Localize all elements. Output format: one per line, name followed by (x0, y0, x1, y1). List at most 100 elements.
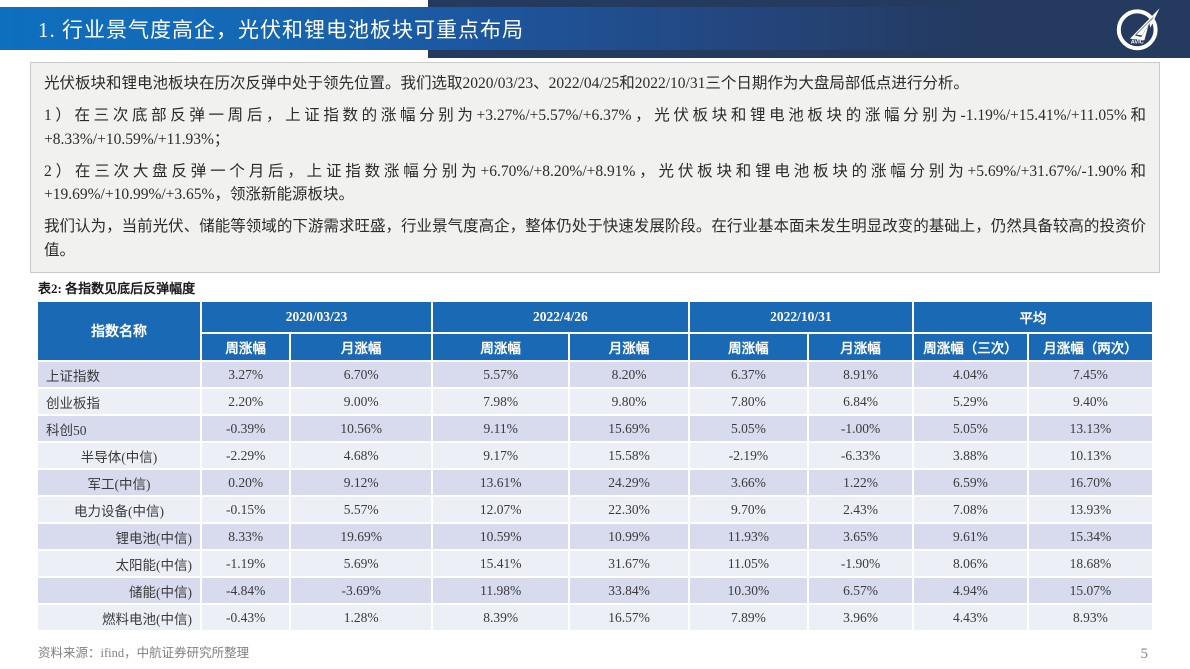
value-cell: 7.08% (912, 495, 1029, 524)
table-subheader: 周涨幅 (687, 332, 810, 362)
value-cell: 10.59% (431, 522, 571, 551)
table-subheader: 月涨幅 (568, 332, 690, 362)
table-group-header-2022-10-31: 2022/10/31 (687, 300, 915, 334)
value-cell: 9.80% (568, 387, 690, 416)
value-cell: 11.98% (431, 576, 571, 605)
value-cell: 3.27% (200, 360, 292, 389)
table-subheader: 月涨幅 (807, 332, 914, 362)
value-cell: 13.61% (431, 468, 571, 497)
value-cell: 8.20% (568, 360, 690, 389)
value-cell: 24.29% (568, 468, 690, 497)
value-cell: 7.98% (431, 387, 571, 416)
page-title: 1. 行业景气度高企，光伏和锂电池板块可重点布局 (38, 17, 524, 42)
value-cell: 5.05% (912, 414, 1029, 443)
index-name-cell: 军工(中信) (35, 468, 203, 497)
summary-paragraph: 光伏板块和锂电池板块在历次反弹中处于领先位置。我们选取2020/03/23、20… (44, 75, 969, 92)
table-row: 电力设备(中信) -0.15% 5.57% 12.07% 22.30% 9.70% 2.43… (35, 495, 1155, 524)
value-cell: 5.29% (912, 387, 1029, 416)
value-cell: 3.65% (807, 522, 914, 551)
value-cell: -2.19% (687, 441, 810, 470)
value-cell: 10.99% (568, 522, 690, 551)
value-cell: 4.04% (912, 360, 1029, 389)
table-group-header-average: 平均 (912, 300, 1154, 334)
value-cell: 4.68% (289, 441, 434, 470)
value-cell: -3.69% (289, 576, 434, 605)
value-cell: 2.43% (807, 495, 914, 524)
value-cell: 6.70% (289, 360, 434, 389)
value-cell: 22.30% (568, 495, 690, 524)
index-name-cell: 科创50 (35, 414, 203, 443)
summary-paragraph: 2）在三次大盘反弹一个月后，上证指数涨幅分别为+6.70%/+8.20%/+8.… (44, 162, 1146, 203)
value-cell: 31.67% (568, 549, 690, 578)
value-cell: 3.66% (687, 468, 810, 497)
value-cell: -0.15% (200, 495, 292, 524)
rebound-table: 指数名称 2020/03/23 2022/4/26 2022/10/31 平均 … (35, 300, 1155, 632)
value-cell: -2.29% (200, 441, 292, 470)
table-row: 半导体(中信) -2.29% 4.68% 9.17% 15.58% -2.19% -6.33… (35, 441, 1155, 470)
table-subheader: 周涨幅 (431, 332, 571, 362)
table-group-header-2022-4-26: 2022/4/26 (431, 300, 690, 334)
value-cell: 9.40% (1026, 387, 1155, 416)
table-caption: 表2: 各指数见底后反弹幅度 (38, 281, 196, 296)
value-cell: 10.56% (289, 414, 434, 443)
table-row: 储能(中信) -4.84% -3.69% 11.98% 33.84% 10.30% 6.57… (35, 576, 1155, 605)
value-cell: 7.80% (687, 387, 810, 416)
value-cell: 8.93% (1026, 603, 1155, 632)
value-cell: 8.91% (807, 360, 914, 389)
index-name-cell: 燃料电池(中信) (35, 603, 203, 632)
value-cell: -0.39% (200, 414, 292, 443)
summary-paragraph: 我们认为，当前光伏、储能等领域的下游需求旺盛，行业景气度高企，整体仍处于快速发展… (44, 218, 1146, 259)
index-name-cell: 创业板指 (35, 387, 203, 416)
table-subheader: 周涨幅（三次） (912, 332, 1029, 362)
value-cell: 11.93% (687, 522, 810, 551)
value-cell: 3.88% (912, 441, 1029, 470)
value-cell: 6.59% (912, 468, 1029, 497)
value-cell: 1.28% (289, 603, 434, 632)
index-name-cell: 电力设备(中信) (35, 495, 203, 524)
value-cell: 15.07% (1026, 576, 1155, 605)
table-row: 燃料电池(中信) -0.43% 1.28% 8.39% 16.57% 7.89% 3.96%… (35, 603, 1155, 632)
value-cell: -6.33% (807, 441, 914, 470)
value-cell: 11.05% (687, 549, 810, 578)
value-cell: 16.70% (1026, 468, 1155, 497)
value-cell: 16.57% (568, 603, 690, 632)
value-cell: 5.05% (687, 414, 810, 443)
value-cell: 19.69% (289, 522, 434, 551)
value-cell: 9.00% (289, 387, 434, 416)
avic-logo-icon: AVIC (1114, 5, 1162, 53)
index-name-cell: 太阳能(中信) (35, 549, 203, 578)
summary-paragraph: 1）在三次底部反弹一周后，上证指数的涨幅分别为+3.27%/+5.57%/+6.… (44, 107, 1146, 148)
value-cell: -4.84% (200, 576, 292, 605)
index-name-cell: 上证指数 (35, 360, 203, 389)
page-number: 5 (1140, 646, 1149, 662)
value-cell: 3.96% (807, 603, 914, 632)
table-row: 锂电池(中信) 8.33% 19.69% 10.59% 10.99% 11.93% 3.65… (35, 522, 1155, 551)
value-cell: -1.00% (807, 414, 914, 443)
value-cell: 6.37% (687, 360, 810, 389)
header-title-band: 1. 行业景气度高企，光伏和锂电池板块可重点布局 (0, 7, 1110, 50)
value-cell: 9.61% (912, 522, 1029, 551)
value-cell: 0.20% (200, 468, 292, 497)
table-row: 上证指数 3.27% 6.70% 5.57% 8.20% 6.37% 8.91% 4.04% 7… (35, 360, 1155, 389)
value-cell: 2.20% (200, 387, 292, 416)
value-cell: 8.06% (912, 549, 1029, 578)
value-cell: 8.33% (200, 522, 292, 551)
summary-panel: 光伏板块和锂电池板块在历次反弹中处于领先位置。我们选取2020/03/23、20… (30, 62, 1160, 273)
index-name-cell: 半导体(中信) (35, 441, 203, 470)
value-cell: 9.11% (431, 414, 571, 443)
value-cell: 5.69% (289, 549, 434, 578)
value-cell: 7.89% (687, 603, 810, 632)
table-body: 上证指数 3.27% 6.70% 5.57% 8.20% 6.37% 8.91% 4.04% 7… (35, 360, 1155, 632)
value-cell: 7.45% (1026, 360, 1155, 389)
value-cell: 10.30% (687, 576, 810, 605)
value-cell: 10.13% (1026, 441, 1155, 470)
value-cell: 8.39% (431, 603, 571, 632)
table-subheader: 周涨幅 (200, 332, 292, 362)
table-row: 科创50 -0.39% 10.56% 9.11% 15.69% 5.05% -1.00% 5.… (35, 414, 1155, 443)
table-row: 创业板指 2.20% 9.00% 7.98% 9.80% 7.80% 6.84% 5.29% 9… (35, 387, 1155, 416)
value-cell: 9.70% (687, 495, 810, 524)
table-row: 军工(中信) 0.20% 9.12% 13.61% 24.29% 3.66% 1.22% 6.… (35, 468, 1155, 497)
table-row: 太阳能(中信) -1.19% 5.69% 15.41% 31.67% 11.05% -1.9… (35, 549, 1155, 578)
value-cell: 13.93% (1026, 495, 1155, 524)
